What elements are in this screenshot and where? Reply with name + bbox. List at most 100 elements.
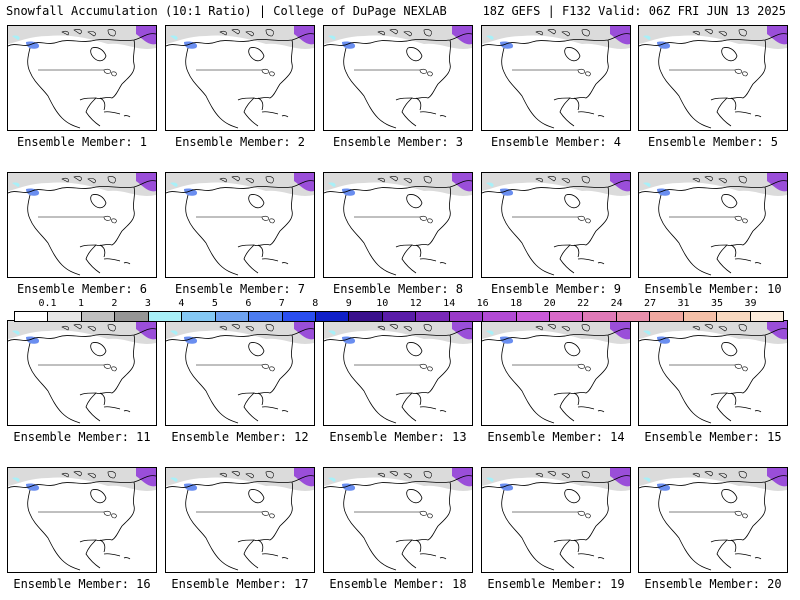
legend-tick-label: 6: [245, 298, 252, 309]
run-valid-time: 18Z GEFS | F132 Valid: 06Z FRI JUN 13 20…: [482, 4, 786, 18]
ensemble-member-map: [165, 320, 315, 426]
legend-tick-label: 1: [77, 298, 84, 309]
ensemble-member-map: [638, 467, 788, 573]
legend-color-swatch: [215, 312, 250, 321]
ensemble-member-map: [323, 467, 473, 573]
legend-color-swatch: [516, 312, 550, 321]
legend-color-swatch: [282, 312, 316, 321]
north-america-snowfall-map: [166, 468, 314, 572]
ensemble-member-map: [323, 172, 473, 278]
legend-color-swatch: [449, 312, 484, 321]
north-america-snowfall-map: [639, 468, 787, 572]
legend-color-swatch: [81, 312, 116, 321]
north-america-snowfall-map: [639, 26, 787, 130]
ensemble-member-label: Ensemble Member: 20: [644, 577, 782, 591]
north-america-snowfall-map: [482, 26, 630, 130]
legend-color-swatch: [650, 312, 684, 321]
legend-tick-label: 3: [144, 298, 151, 309]
ensemble-member-map: [165, 467, 315, 573]
legend-tick-label: 27: [644, 298, 657, 309]
ensemble-member-map: [481, 467, 631, 573]
legend-color-swatch: [616, 312, 651, 321]
north-america-snowfall-map: [166, 26, 314, 130]
legend-color-swatch: [115, 312, 149, 321]
legend-tick-label: 5: [211, 298, 218, 309]
ensemble-member-map: [481, 172, 631, 278]
ensemble-member-map: [7, 172, 157, 278]
legend-tick-label: 39: [744, 298, 757, 309]
legend-tick-label: 20: [543, 298, 556, 309]
ensemble-member-map: [638, 172, 788, 278]
legend-color-swatch: [550, 312, 584, 321]
legend-color-swatch: [15, 312, 49, 321]
ensemble-member-label: Ensemble Member: 14: [487, 430, 625, 444]
legend-tick-label: 35: [711, 298, 724, 309]
ensemble-member-label: Ensemble Member: 6: [16, 282, 148, 296]
legend-tick-label: 22: [577, 298, 590, 309]
legend-color-swatch: [583, 312, 617, 321]
north-america-snowfall-map: [324, 173, 472, 277]
north-america-snowfall-map: [8, 468, 156, 572]
north-america-snowfall-map: [482, 468, 630, 572]
legend-tick-label: 7: [278, 298, 285, 309]
ensemble-member-map: [7, 467, 157, 573]
ensemble-member-label: Ensemble Member: 5: [647, 135, 779, 149]
legend-color-bar: [14, 311, 784, 322]
legend-tick-label: 31: [677, 298, 690, 309]
legend-color-swatch: [750, 312, 784, 321]
legend-color-swatch: [416, 312, 450, 321]
north-america-snowfall-map: [482, 173, 630, 277]
legend-tick-label: 10: [376, 298, 389, 309]
legend-tick-label: 4: [178, 298, 185, 309]
ensemble-member-label: Ensemble Member: 8: [332, 282, 464, 296]
north-america-snowfall-map: [8, 321, 156, 425]
ensemble-member-label: Ensemble Member: 11: [13, 430, 151, 444]
legend-color-swatch: [683, 312, 718, 321]
north-america-snowfall-map: [482, 321, 630, 425]
map-title: Snowfall Accumulation (10:1 Ratio) | Col…: [6, 4, 447, 18]
ensemble-member-label: Ensemble Member: 3: [332, 135, 464, 149]
legend-color-swatch: [483, 312, 517, 321]
ensemble-member-map: [165, 25, 315, 131]
north-america-snowfall-map: [639, 321, 787, 425]
ensemble-member-label: Ensemble Member: 9: [490, 282, 622, 296]
legend-color-swatch: [349, 312, 383, 321]
north-america-snowfall-map: [324, 468, 472, 572]
north-america-snowfall-map: [8, 173, 156, 277]
north-america-snowfall-map: [639, 173, 787, 277]
legend-color-swatch: [315, 312, 350, 321]
north-america-snowfall-map: [324, 321, 472, 425]
ensemble-member-label: Ensemble Member: 17: [171, 577, 309, 591]
legend-tick-label: 12: [409, 298, 422, 309]
ensemble-member-label: Ensemble Member: 15: [644, 430, 782, 444]
north-america-snowfall-map: [324, 26, 472, 130]
ensemble-member-label: Ensemble Member: 4: [490, 135, 622, 149]
legend-color-swatch: [717, 312, 751, 321]
ensemble-member-label: Ensemble Member: 1: [16, 135, 148, 149]
north-america-snowfall-map: [166, 321, 314, 425]
ensemble-member-map: [7, 25, 157, 131]
legend-tick-label: 8: [312, 298, 319, 309]
ensemble-member-label: Ensemble Member: 18: [329, 577, 467, 591]
north-america-snowfall-map: [8, 26, 156, 130]
ensemble-member-map: [638, 320, 788, 426]
ensemble-member-label: Ensemble Member: 16: [13, 577, 151, 591]
legend-color-swatch: [148, 312, 183, 321]
ensemble-member-map: [481, 25, 631, 131]
legend-color-swatch: [249, 312, 283, 321]
legend-tick-label: 24: [610, 298, 623, 309]
legend-color-swatch: [382, 312, 417, 321]
legend-tick-label: 14: [443, 298, 456, 309]
ensemble-member-map: [638, 25, 788, 131]
legend-tick-label: 18: [510, 298, 523, 309]
ensemble-member-map: [323, 320, 473, 426]
legend-color-swatch: [48, 312, 82, 321]
legend-tick-labels: 0.1 1 2 3 4 5 6 7 8 9 10 12 14 16 18 20 22 24 27 31 35 39: [14, 298, 784, 310]
legend-tick-label: 9: [345, 298, 352, 309]
ensemble-member-label: Ensemble Member: 2: [174, 135, 306, 149]
ensemble-member-map: [7, 320, 157, 426]
ensemble-member-label: Ensemble Member: 13: [329, 430, 467, 444]
legend-tick-label: 16: [476, 298, 489, 309]
ensemble-member-label: Ensemble Member: 12: [171, 430, 309, 444]
